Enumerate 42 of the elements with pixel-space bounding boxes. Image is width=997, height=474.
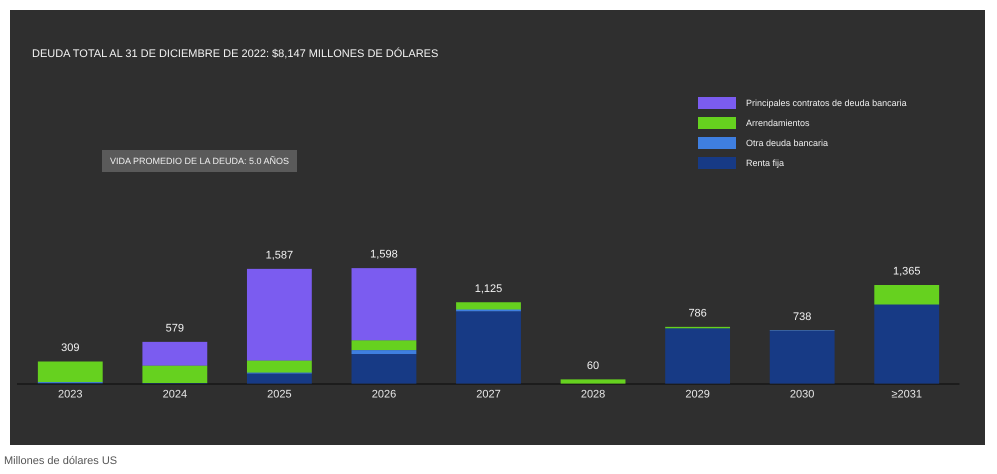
x-tick-label: 2026 (372, 388, 396, 400)
bar (352, 340, 416, 350)
bar (456, 311, 521, 384)
annotation: 309 (61, 342, 80, 354)
bar (874, 304, 940, 384)
bar (352, 268, 416, 340)
bar (142, 366, 208, 384)
bar (874, 284, 940, 305)
annotation: 1,587 (266, 249, 294, 262)
annotation: 738 (792, 310, 812, 323)
x-tick-label: 2028 (580, 388, 606, 400)
annotation: 60 (586, 360, 600, 372)
bar (770, 331, 835, 384)
legend-label: Otra deuda bancaria (746, 138, 828, 148)
x-tick-label: 2024 (162, 388, 188, 400)
legend-label: Renta fija (746, 158, 784, 168)
annotation: 786 (688, 307, 707, 320)
x-tick-label: ≥2031 (891, 388, 922, 400)
annotation: 1,125 (474, 282, 502, 295)
x-tick-label: 2029 (685, 388, 710, 400)
bar (246, 268, 312, 361)
annotation: 1,365 (892, 266, 920, 278)
bar (246, 360, 312, 373)
x-tick-label: 2023 (58, 388, 83, 400)
annotation: 579 (166, 322, 184, 334)
annotation: 1,598 (370, 248, 398, 261)
bar (38, 361, 103, 382)
chart-title: DEUDA TOTAL AL 31 DE DICIEMBRE DE 2022: $8,147 MILLONES DE DÓLARES (32, 48, 438, 60)
x-tick-label: 2025 (267, 388, 292, 400)
x-tick-label: 2027 (476, 388, 501, 400)
text: VIDA PROMEDIO DE LA DEUDA: 5.0 AÑOS (102, 150, 298, 172)
bar (246, 374, 312, 384)
text: Millones de dólares US (4, 455, 118, 467)
bar (456, 302, 521, 310)
legend-label: Arrendamientos (746, 118, 810, 128)
bar (142, 342, 208, 366)
bar (665, 328, 730, 384)
legend-label: Principales contratos de deuda bancaria (746, 98, 907, 108)
bar (352, 354, 416, 384)
bar (352, 350, 416, 354)
bar (560, 379, 626, 384)
x-tick-label: 2030 (790, 388, 814, 400)
